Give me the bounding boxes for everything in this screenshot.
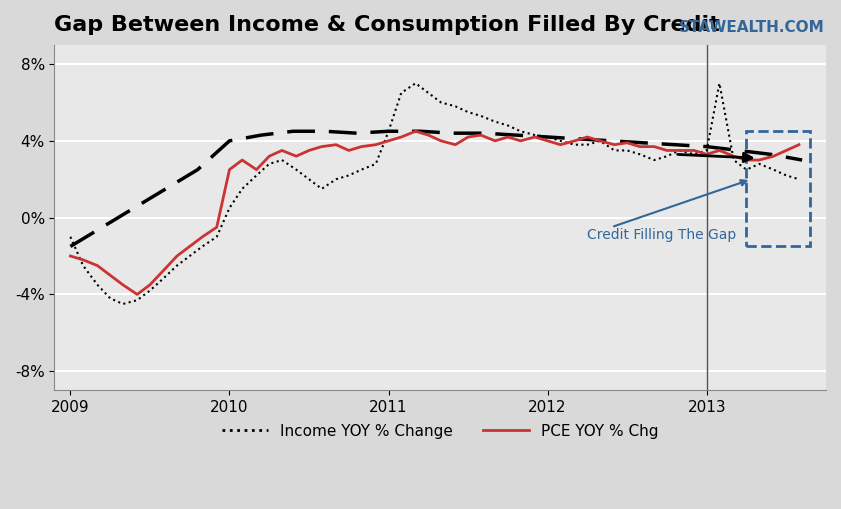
Text: STAWEALTH.COM: STAWEALTH.COM: [679, 20, 824, 35]
Text: Gap Between Income & Consumption Filled By Credit: Gap Between Income & Consumption Filled …: [55, 15, 720, 35]
Text: Credit Filling The Gap: Credit Filling The Gap: [587, 228, 737, 242]
Legend: Income YOY % Change, PCE YOY % Chg: Income YOY % Change, PCE YOY % Chg: [215, 418, 665, 445]
